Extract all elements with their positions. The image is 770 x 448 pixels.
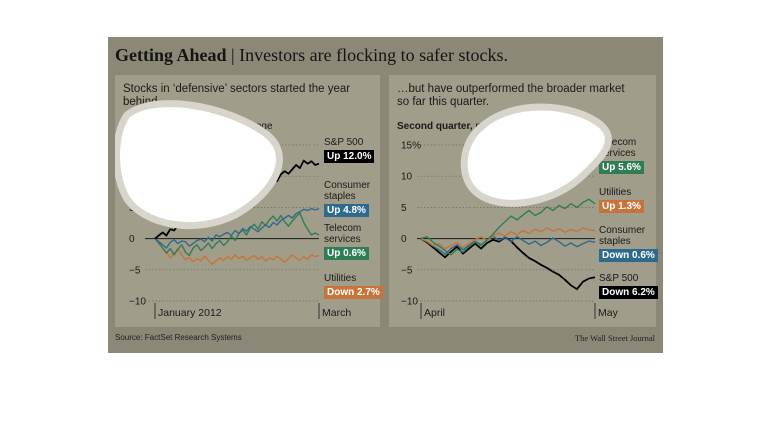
legend-label: Consumer staples	[599, 225, 646, 247]
y-tick-label: −5	[129, 265, 141, 276]
y-tick-label: 0	[401, 234, 407, 245]
y-tick-label: 10	[129, 172, 141, 183]
series-line-consumer-staples	[420, 235, 596, 255]
legend-label: Utilities	[324, 273, 357, 284]
legend-label: Telecom services	[324, 223, 362, 245]
legend-label: Consumer staples	[324, 180, 371, 202]
y-tick-label: 5	[401, 203, 407, 214]
y-tick-label: −10	[129, 297, 146, 308]
legend-telecom: Telecom services Up 0.6%	[324, 223, 374, 260]
legend-label: Utilities	[599, 187, 632, 198]
source-note: Source: FactSet Research Systems	[115, 333, 242, 342]
plot-second-quarter: 15% 10 5 0 −5 −10 April May	[401, 141, 619, 319]
legend-badge: Up 5.6%	[599, 161, 644, 174]
y-tick-label: 10	[401, 172, 413, 183]
y-tick-label: −10	[401, 297, 418, 308]
series-line-utilities	[154, 238, 320, 265]
series-line-utilities	[420, 227, 596, 250]
x-tick-label: March	[322, 307, 351, 319]
subtitle-bold: Second quarter,	[397, 121, 473, 132]
panel-first-quarter: Stocks in ‘defensive’ sectors started th…	[115, 75, 383, 327]
y-tick-label: 15%	[129, 141, 149, 152]
y-tick-label: 0	[129, 234, 135, 245]
legend-badge: Up 0.6%	[324, 247, 369, 260]
legend-badge: Up 4.8%	[324, 204, 369, 217]
legend-sp500: S&P 500 Up 12.0%	[324, 137, 375, 163]
y-tick-label: −5	[401, 265, 413, 276]
legend-consumer-staples: Consumer staples Up 4.8%	[324, 180, 374, 217]
legend-label: Telecom services	[599, 137, 637, 159]
x-tick-label: May	[598, 307, 619, 319]
legend-badge: Down 0.6%	[599, 249, 658, 262]
legend-badge: Up 12.0%	[324, 150, 375, 163]
legend-utilities: Utilities Up 1.3%	[599, 187, 644, 213]
series-line-telecom-services	[420, 198, 596, 256]
legend-badge: Down 6.2%	[599, 286, 658, 299]
legend-label: S&P 500	[324, 137, 364, 148]
headline-rest: | Investors are flocking to safer stocks…	[231, 45, 509, 65]
legend-utilities: Utilities Down 2.7%	[324, 273, 383, 299]
legend-badge: Up 1.3%	[599, 200, 644, 213]
x-tick-label: January 2012	[158, 307, 222, 319]
legend-sp500: S&P 500 Down 6.2%	[599, 273, 658, 299]
series-line-telecom-services	[154, 212, 320, 257]
series-line-consumer-staples	[154, 207, 320, 249]
publisher-credit: The Wall Street Journal	[574, 333, 655, 343]
series-line-s-p-500	[154, 159, 320, 240]
legend-telecom: Telecom services Up 5.6%	[599, 137, 649, 174]
legend-label: S&P 500	[599, 273, 639, 284]
y-tick-label: 15%	[401, 141, 421, 152]
headline: Getting Ahead | Investors are flocking t…	[115, 45, 508, 66]
chart-graphic: Getting Ahead | Investors are flocking t…	[108, 37, 663, 353]
series-line-s-p-500	[420, 236, 596, 291]
panel-second-quarter: …but have outperformed the broader marke…	[389, 75, 658, 327]
y-tick-label: 5	[129, 203, 135, 214]
legend-consumer-staples: Consumer staples Down 0.6%	[599, 225, 658, 262]
legend-badge: Down 2.7%	[324, 286, 383, 299]
headline-bold: Getting Ahead	[115, 45, 227, 65]
x-tick-label: April	[424, 307, 445, 319]
